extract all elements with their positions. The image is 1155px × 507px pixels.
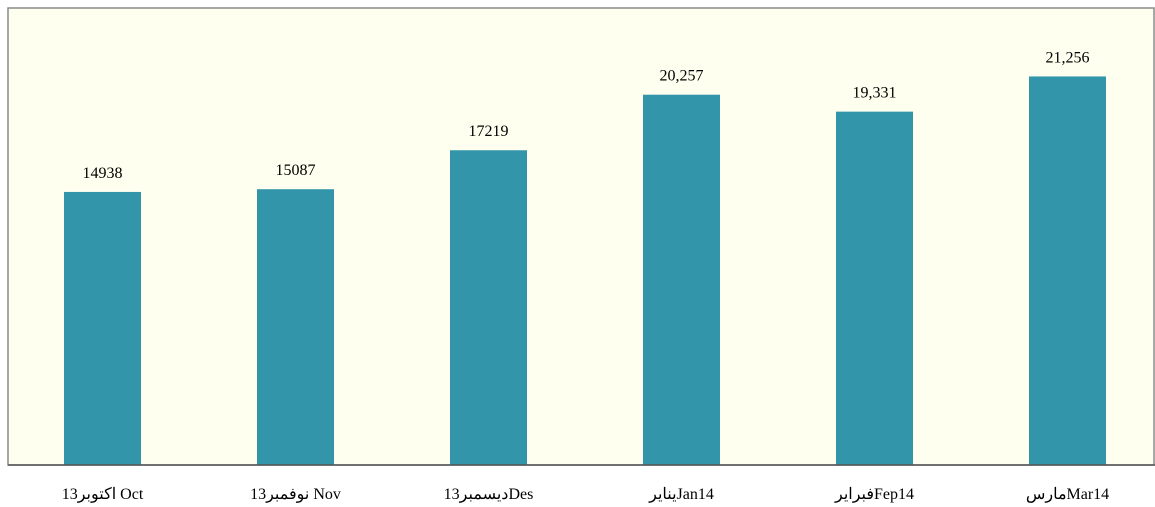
bar	[257, 189, 334, 465]
data-label: 15087	[276, 162, 316, 179]
bar	[836, 111, 913, 465]
x-tick-label: نوفمبر13 Nov	[250, 486, 341, 503]
bar	[450, 150, 527, 465]
data-label: 21,256	[1046, 49, 1090, 66]
data-label: 14938	[83, 165, 123, 182]
data-label: 19,331	[853, 85, 897, 102]
x-tick-label: ديسمبر13Des	[444, 486, 534, 503]
x-tick-label: فبرايرFep14	[834, 486, 914, 503]
bar	[1029, 76, 1106, 466]
x-tick-label: اكتوبر13 Oct	[62, 486, 144, 503]
bar	[64, 191, 141, 466]
x-tick-label: مارسMar14	[1026, 486, 1109, 503]
data-label: 17219	[469, 123, 509, 140]
data-label: 20,257	[660, 68, 704, 85]
plot-area	[7, 7, 1155, 466]
bar	[643, 94, 720, 466]
x-tick-label: ينايرJan14	[648, 486, 714, 503]
